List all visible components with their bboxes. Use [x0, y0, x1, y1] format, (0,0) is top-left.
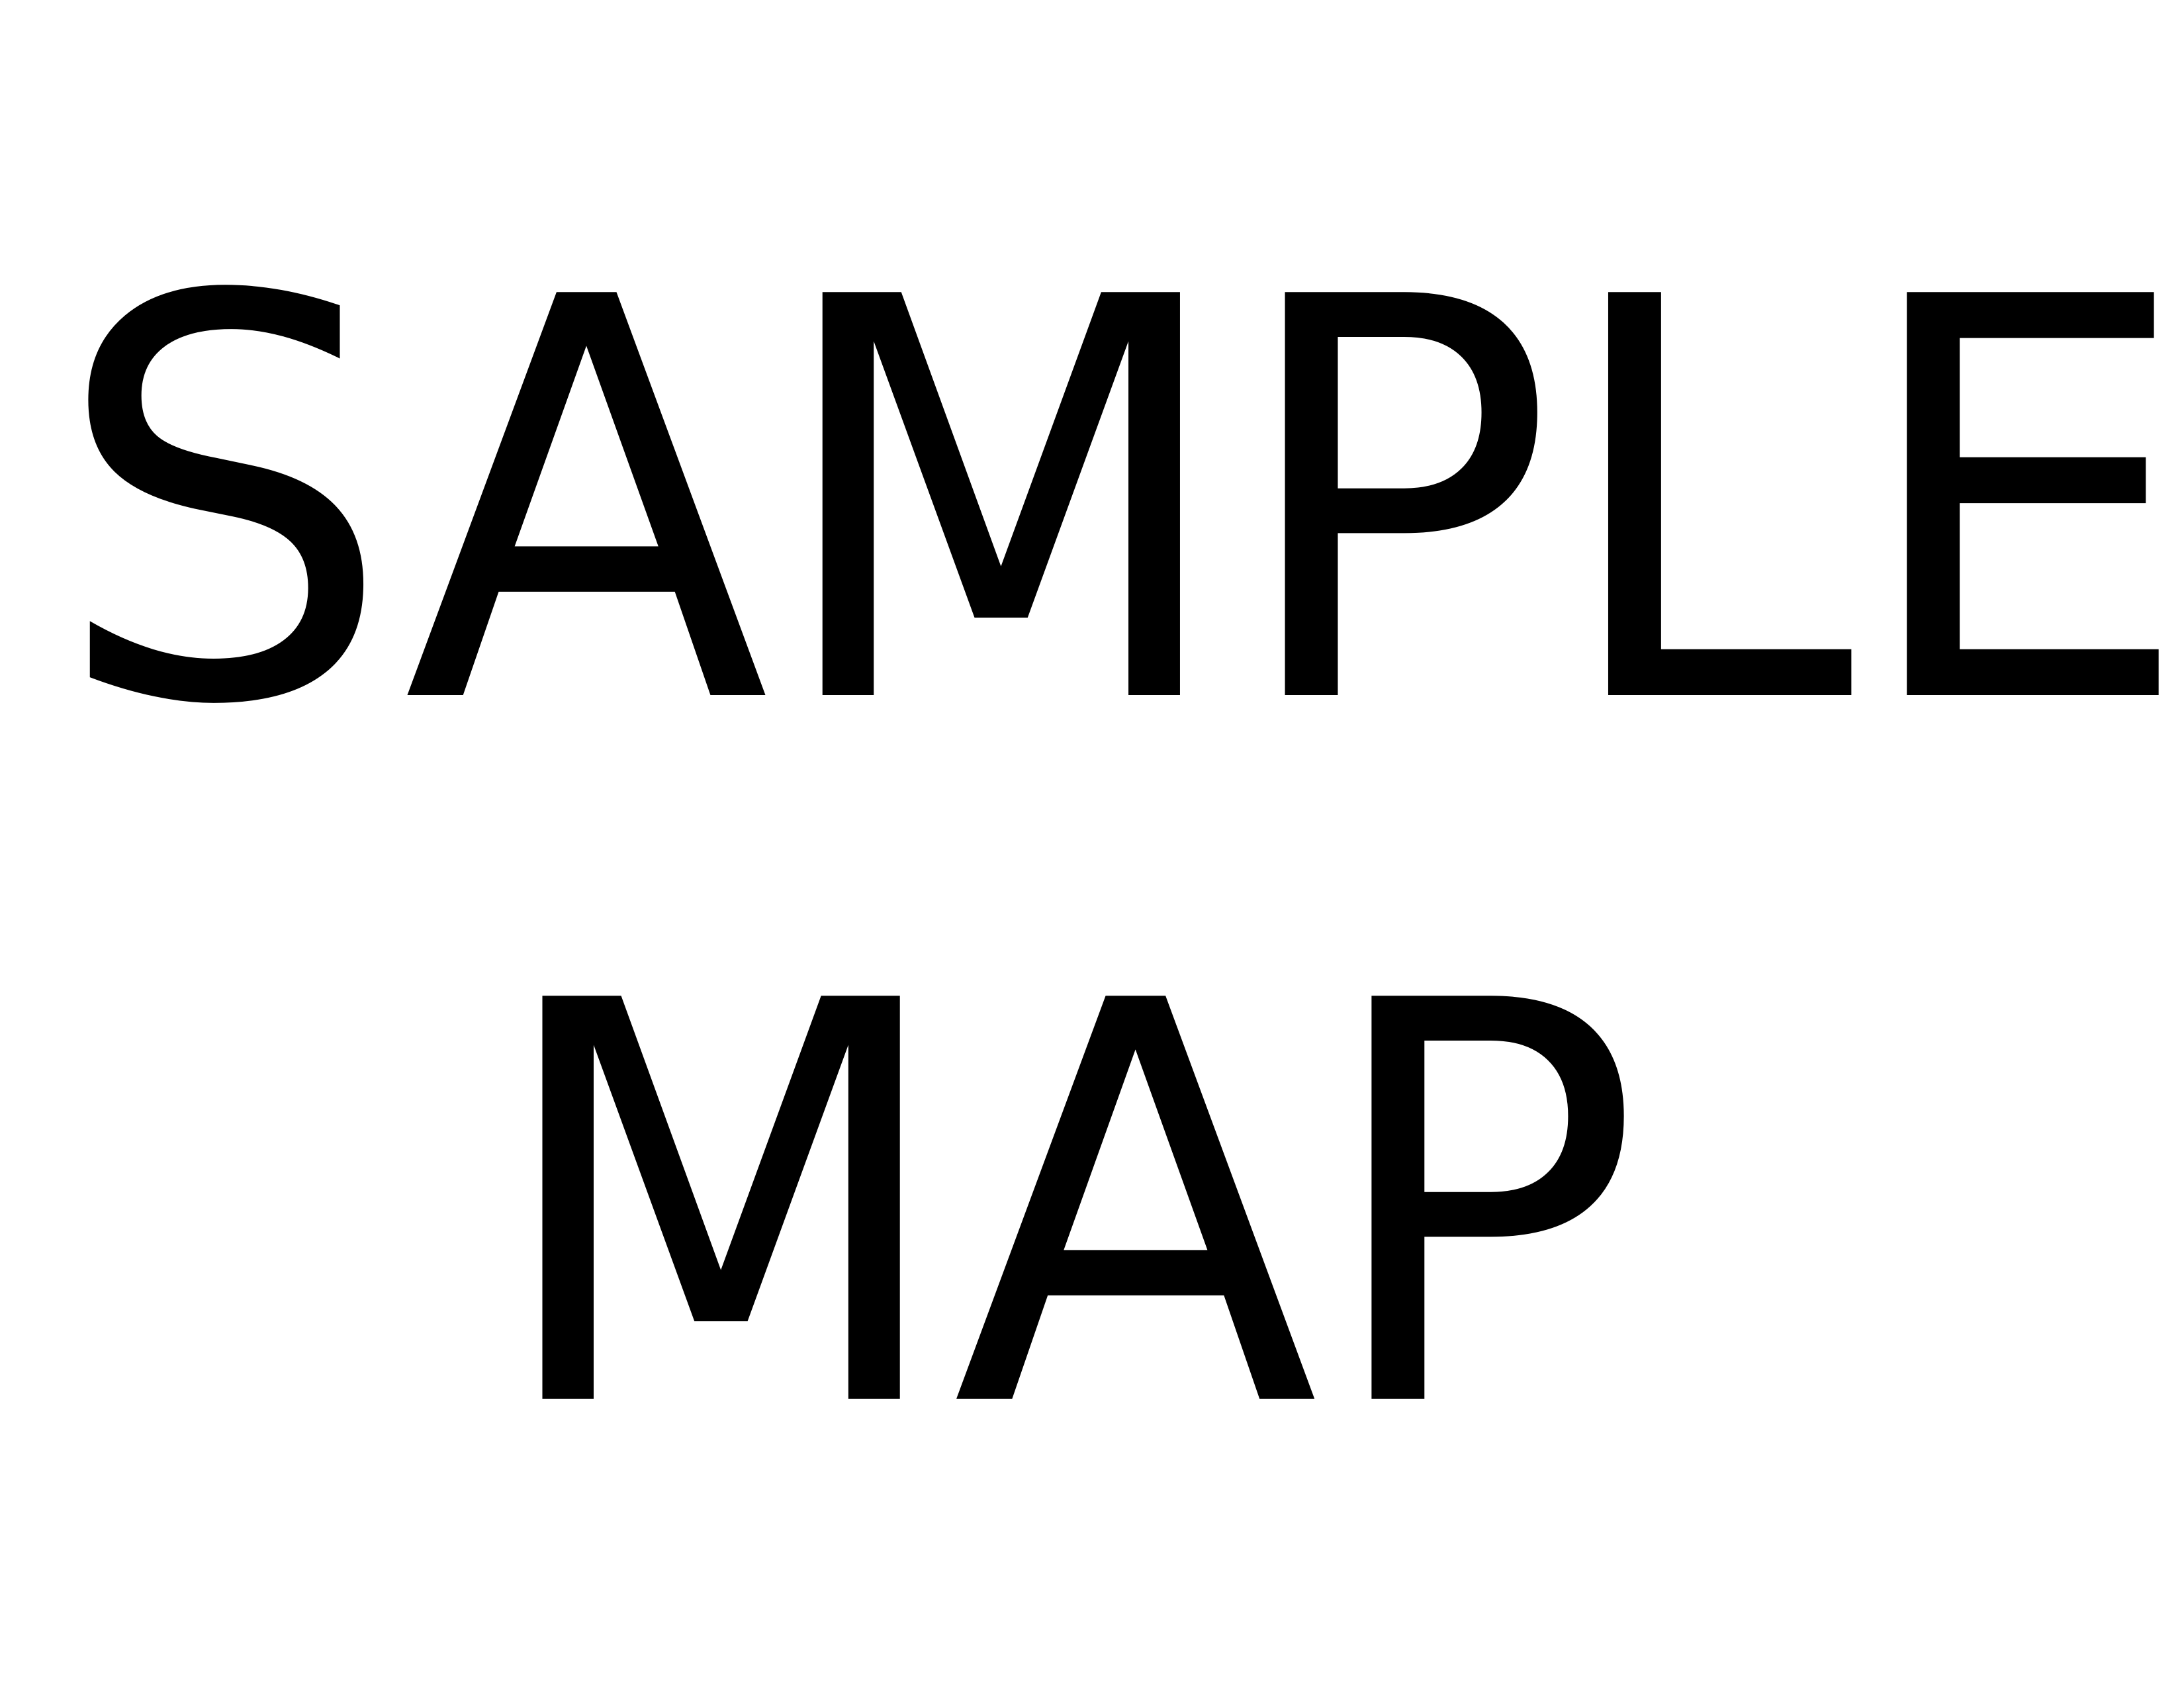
- map-heading: MAP: [490, 886, 1643, 1529]
- sample-heading: SAMPLE: [53, 182, 2184, 825]
